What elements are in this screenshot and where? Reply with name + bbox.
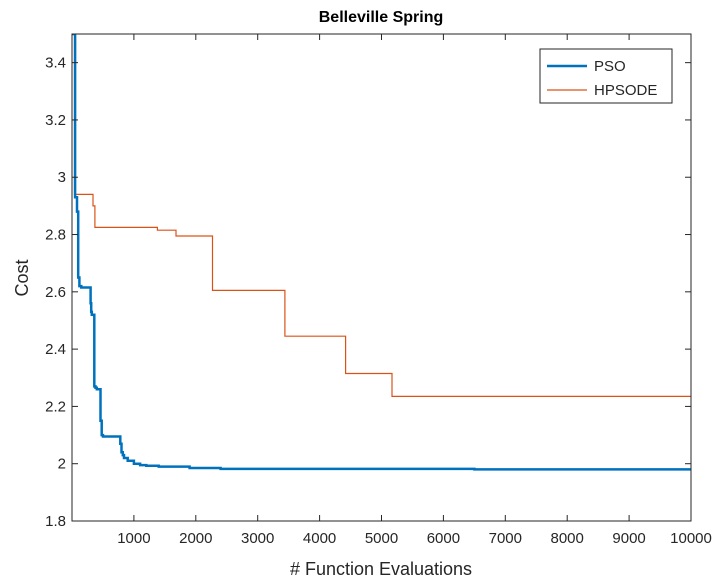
x-tick-label: 6000 xyxy=(427,530,460,547)
y-axis-label: Cost xyxy=(12,259,32,296)
legend: PSO HPSODE xyxy=(539,48,673,104)
series-line-hpsode xyxy=(72,34,691,397)
axes-box xyxy=(71,33,692,522)
y-tick-label: 3 xyxy=(58,169,66,186)
legend-label-pso: PSO xyxy=(594,58,626,75)
x-tick-label: 2000 xyxy=(179,530,212,547)
x-tick-label: 5000 xyxy=(365,530,398,547)
axes xyxy=(71,33,692,522)
x-tick-label: 7000 xyxy=(489,530,522,547)
y-tick-label: 3.4 xyxy=(45,55,66,72)
x-tick-label: 4000 xyxy=(303,530,336,547)
y-tick-label: 2.6 xyxy=(45,284,66,301)
y-tick-label: 2.8 xyxy=(45,227,66,244)
x-tick-label: 3000 xyxy=(241,530,274,547)
y-tick-label: 2.2 xyxy=(45,398,66,415)
y-tick-label: 1.8 xyxy=(45,513,66,530)
x-tick-label: 10000 xyxy=(670,530,712,547)
x-tick-label: 1000 xyxy=(117,530,150,547)
y-tick-label: 2 xyxy=(58,456,66,473)
legend-label-hpsode: HPSODE xyxy=(594,82,657,99)
series-line-pso xyxy=(72,34,691,471)
tick-labels: 1000 2000 3000 4000 5000 6000 7000 8000 9000 1000… xyxy=(45,55,712,547)
x-tick-label: 9000 xyxy=(612,530,645,547)
plot-lines xyxy=(72,34,691,471)
x-axis-label: # Function Evaluations xyxy=(290,559,472,579)
chart-title: Belleville Spring xyxy=(319,9,443,26)
x-tick-label: 8000 xyxy=(551,530,584,547)
y-tick-label: 3.2 xyxy=(45,112,66,129)
legend-box xyxy=(539,48,673,104)
y-tick-label: 2.4 xyxy=(45,341,66,358)
